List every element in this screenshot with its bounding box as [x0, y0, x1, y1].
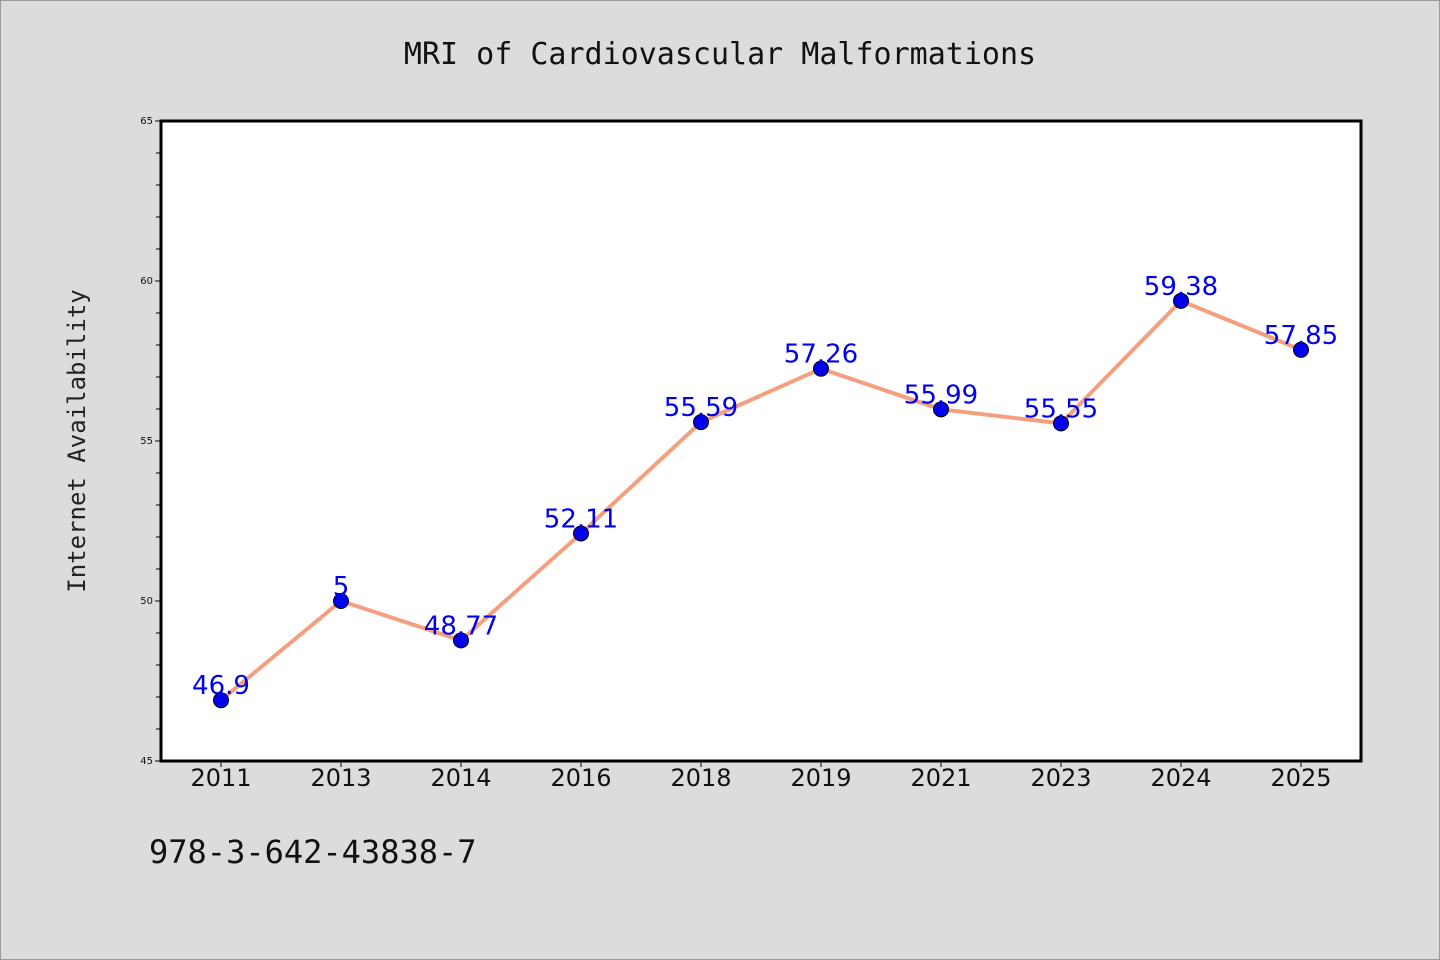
data-point — [213, 692, 229, 709]
data-label: 55.55 — [1024, 394, 1098, 424]
x-tick-label: 2014 — [430, 764, 491, 792]
data-label: 48.77 — [424, 611, 498, 641]
y-axis-label: Internet Availability — [63, 289, 91, 592]
x-tick-label: 2011 — [190, 764, 251, 792]
plot-area — [159, 119, 1363, 763]
y-tick-label: 45 — [140, 756, 153, 767]
y-tick-label: 50 — [140, 596, 153, 607]
data-label: 5 — [333, 572, 350, 602]
y-tick-label: 55 — [140, 436, 153, 447]
data-label: 59.38 — [1144, 272, 1218, 302]
x-tick-label: 2021 — [910, 764, 971, 792]
data-label: 52.11 — [544, 504, 618, 534]
data-point — [453, 632, 469, 649]
data-point — [573, 525, 589, 542]
chart-title: MRI of Cardiovascular Malformations — [404, 37, 1036, 72]
x-tick-label: 2013 — [310, 764, 371, 792]
x-tick-label: 2016 — [550, 764, 611, 792]
isbn-annotation: 978-3-642-43838-7 — [149, 833, 477, 871]
x-tick-label: 2018 — [670, 764, 731, 792]
data-point — [1293, 341, 1309, 358]
data-labels: 46.9 5 48.77 52.11 55.59 57.26 55.99 55.55 59.38… — [192, 272, 1338, 701]
x-tick-label: 2024 — [1150, 764, 1211, 792]
data-label: 57.85 — [1264, 321, 1338, 351]
x-tick-label: 2025 — [1270, 764, 1331, 792]
series-line — [219, 298, 1303, 703]
y-axis-ticks: 45 50 55 60 65 — [140, 116, 161, 767]
data-point — [933, 401, 949, 418]
data-label: 46.9 — [192, 671, 250, 701]
x-axis-ticks: 2011 2013 2014 2016 2018 2019 2021 2023 2024 2025 — [190, 761, 1332, 792]
data-label: 55.59 — [664, 393, 738, 423]
data-point — [693, 414, 709, 431]
series-revenue-line — [213, 292, 1309, 709]
data-label: 57.26 — [784, 340, 858, 370]
y-tick-label: 65 — [140, 116, 153, 127]
data-point — [1173, 292, 1189, 309]
y-tick-label: 60 — [140, 276, 153, 287]
x-tick-label: 2023 — [1030, 764, 1091, 792]
data-label: 55.99 — [904, 380, 978, 410]
data-point — [333, 593, 349, 609]
data-point — [813, 360, 829, 377]
data-point — [1053, 415, 1069, 432]
x-tick-label: 2019 — [790, 764, 851, 792]
